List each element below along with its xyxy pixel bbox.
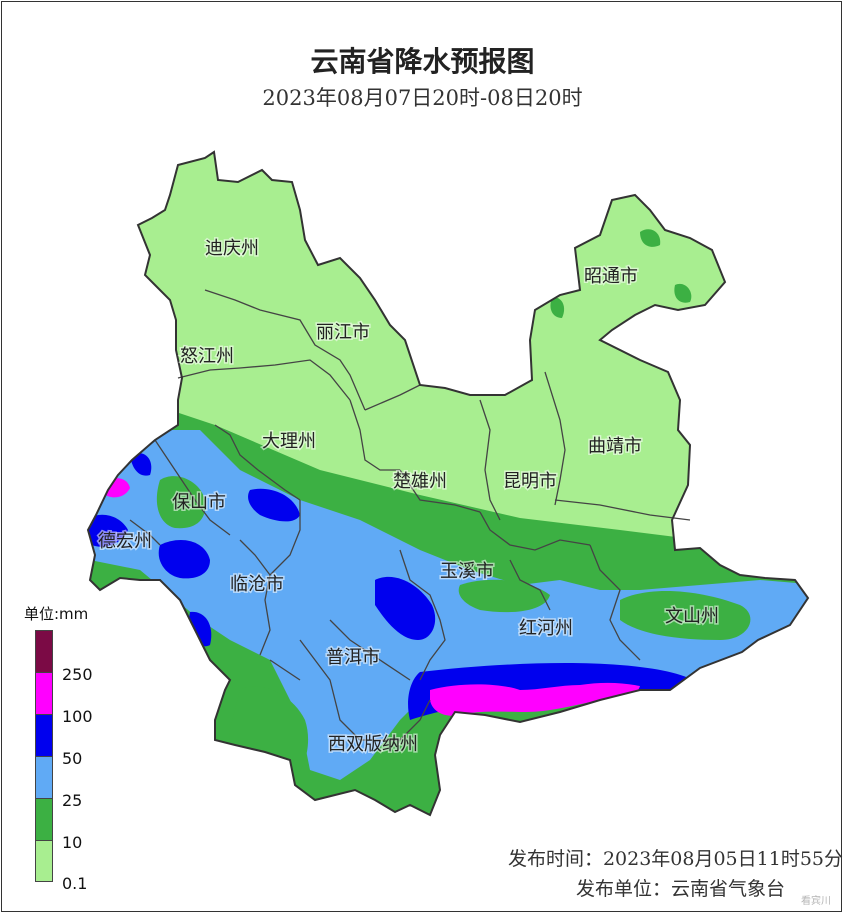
- region-label-puer: 普洱市: [326, 647, 380, 668]
- band-50mm: [130, 452, 152, 476]
- legend-swatch-10: [35, 798, 53, 840]
- region-labels: 迪庆州 丽江市 怒江州 昭通市 大理州 曲靖市 楚雄州 昆明市 保山市 德宏州 …: [97, 237, 721, 757]
- region-label-diqing: 迪庆州: [205, 238, 259, 259]
- region-label-yuxi: 玉溪市: [440, 561, 494, 582]
- region-label-qujing: 曲靖市: [588, 436, 642, 457]
- band-10mm-patch: [620, 590, 751, 640]
- region-label-dehong: 德宏州: [98, 531, 152, 552]
- band-10mm-patch: [640, 229, 661, 247]
- release-time: 发布时间：2023年08月05日11时55分: [507, 848, 843, 870]
- legend-unit-label: 单位:mm: [24, 605, 89, 623]
- band-10mm-patch: [458, 579, 550, 613]
- region-label-zhaotong: 昭通市: [584, 266, 638, 287]
- region-label-xishuangbanna: 西双版纳州: [328, 734, 418, 755]
- band-50mm: [375, 576, 436, 640]
- band-50mm: [88, 514, 128, 547]
- legend-label-25: 25: [62, 791, 83, 810]
- band-25mm-patch: [330, 806, 395, 815]
- legend-label-50: 50: [62, 749, 83, 768]
- legend-label-0-1: 0.1: [62, 874, 88, 893]
- region-label-wenshan: 文山州: [665, 606, 719, 627]
- watermark: 看宾川: [801, 896, 831, 907]
- region-label-nujiang: 怒江州: [180, 346, 234, 367]
- legend-swatch-100: [35, 672, 53, 714]
- map-title: 云南省降水预报图: [310, 45, 535, 78]
- region-label-lincang: 临沧市: [230, 574, 284, 595]
- band-100mm: [430, 682, 640, 716]
- region-label-dali: 大理州: [262, 431, 316, 452]
- legend-label-100: 100: [62, 707, 93, 726]
- region-label-chuxiong: 楚雄州: [393, 471, 447, 492]
- band-50mm: [158, 540, 210, 579]
- legend-swatch-25: [35, 756, 53, 798]
- band-50mm: [248, 488, 300, 522]
- release-unit: 发布单位：云南省气象台: [575, 878, 785, 900]
- region-label-lijiang: 丽江市: [316, 322, 370, 343]
- legend-swatch-0-1: [35, 840, 53, 882]
- region-label-honghe: 红河州: [519, 618, 573, 639]
- legend-swatch-50: [35, 714, 53, 756]
- legend-color-bar: [35, 630, 53, 882]
- legend-label-10: 10: [62, 833, 83, 852]
- band-10mm-patch: [674, 283, 692, 303]
- province-boundary: [86, 150, 810, 817]
- legend-swatch-250: [35, 630, 53, 672]
- map-subtitle: 2023年08月07日20时-08日20时: [262, 86, 583, 110]
- band-10mm-patch: [156, 476, 206, 529]
- band-10mm-patch: [550, 297, 565, 318]
- region-label-baoshan: 保山市: [172, 492, 226, 513]
- region-label-kunming: 昆明市: [503, 471, 557, 492]
- legend-label-250: 250: [62, 665, 93, 684]
